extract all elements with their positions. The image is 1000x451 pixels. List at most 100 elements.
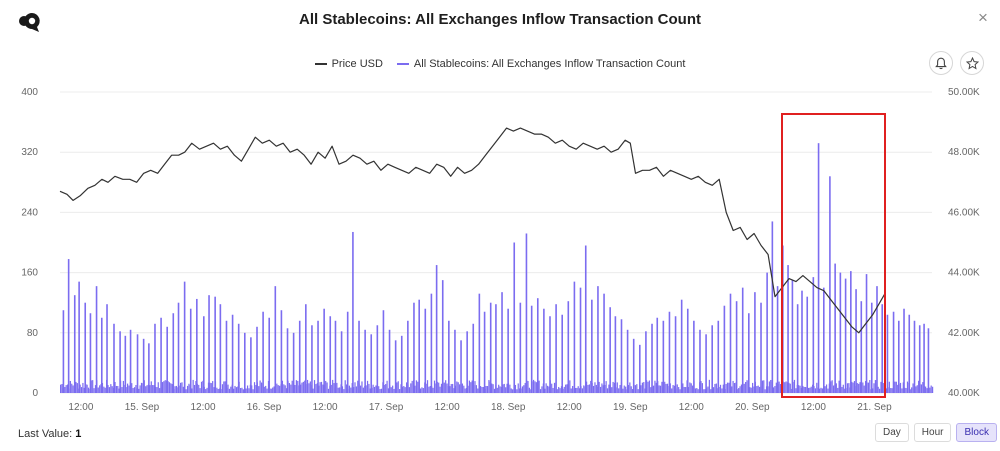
inflow-baseline-bar [72,385,74,393]
inflow-baseline-bar [528,387,530,393]
inflow-baseline-bar [315,384,317,393]
range-selector: Day Hour Block [875,423,997,442]
legend-item-price[interactable]: Price USD [314,58,383,70]
inflow-baseline-bar [386,380,388,393]
inflow-bar [817,143,820,393]
inflow-baseline-bar [475,385,477,393]
inflow-baseline-bar [627,385,630,393]
inflow-baseline-bar [922,382,924,393]
inflow-baseline-bar [912,383,914,393]
inflow-bar [231,314,234,393]
inflow-bar [119,331,121,393]
inflow-baseline-bar [209,382,211,393]
inflow-baseline-bar [87,387,90,393]
inflow-bar [460,340,462,393]
inflow-bar [918,325,921,393]
inflow-baseline-bar [666,383,669,393]
inflow-baseline-bar [842,384,844,393]
inflow-baseline-bar [894,381,896,393]
inflow-baseline-bar [309,381,311,393]
alert-button[interactable] [929,51,953,75]
inflow-baseline-bar [739,386,741,393]
inflow-baseline-bar [605,381,607,393]
inflow-baseline-bar [486,386,489,393]
inflow-baseline-bar [816,382,818,393]
range-hour-button[interactable]: Hour [913,423,952,442]
inflow-baseline-bar [569,380,571,393]
inflow-baseline-bar [464,388,466,393]
inflow-baseline-bar [414,385,416,393]
inflow-baseline-bar [117,385,119,393]
inflow-bar [394,340,397,393]
inflow-baseline-bar [396,382,398,393]
inflow-baseline-bar [408,387,410,393]
inflow-bar [370,334,373,393]
right-tick-label: 40.00K [948,388,980,399]
inflow-baseline-bar [704,389,706,393]
inflow-baseline-bar [110,384,112,393]
inflow-baseline-bar [595,384,597,393]
inflow-baseline-bar [831,380,833,393]
inflow-baseline-bar [333,383,335,393]
x-axis: 12:00 15. Sep 12:00 16. Sep 12:00 17. Sep 12:0… [68,402,892,413]
inflow-baseline-bar [399,389,401,393]
inflow-baseline-bar [763,380,765,393]
inflow-baseline-bar [837,387,839,393]
inflow-bar [441,280,444,393]
inflow-baseline-bar [449,386,451,393]
inflow-baseline-bar [505,387,507,393]
inflow-baseline-bar [918,380,920,393]
inflow-baseline-bar [411,380,413,393]
range-block-button[interactable]: Block [956,423,997,442]
right-tick-label: 44.00K [948,268,980,279]
inflow-bar [850,271,852,393]
inflow-baseline-bar [365,385,367,393]
legend-item-inflow[interactable]: All Stablecoins: All Exchanges Inflow Tr… [396,58,685,70]
inflow-bar [651,323,653,393]
inflow-baseline-bar [880,381,882,393]
inflow-baseline-bar [911,387,913,393]
close-icon[interactable]: × [978,8,988,27]
inflow-baseline-bar [534,381,536,393]
inflow-baseline-bar [712,387,715,393]
inflow-baseline-bar [925,386,927,393]
inflow-bar [435,265,438,393]
inflow-baseline-bar [245,388,247,393]
inflow-baseline-bar [619,385,621,393]
inflow-baseline-bar [885,388,888,393]
inflow-bar [148,343,150,393]
inflow-baseline-bar [640,385,642,393]
inflow-baseline-bar [419,388,422,393]
inflow-bar [886,314,889,393]
inflow-baseline-bar [479,386,482,393]
range-day-button[interactable]: Day [875,423,909,442]
inflow-baseline-bar [161,382,164,393]
inflow-bar [597,286,599,393]
favorite-button[interactable] [960,51,984,75]
inflow-baseline-bar [281,380,284,393]
inflow-baseline-bar [368,383,370,393]
inflow-bar [214,296,216,393]
cryptoquant-logo-icon [19,13,40,32]
inflow-baseline-bar [445,380,447,393]
inflow-baseline-bar [697,389,699,393]
inflow-bar [620,319,623,393]
inflow-baseline-bar [672,385,674,393]
inflow-baseline-bar [916,385,918,393]
inflow-bar [73,295,76,393]
price-series-line [59,127,886,334]
inflow-bar [160,317,162,393]
inflow-baseline-bar [738,388,740,393]
inflow-bar [424,308,427,393]
inflow-baseline-bar [592,385,595,393]
inflow-baseline-bar [682,383,684,393]
inflow-baseline-bar [650,387,652,393]
inflow-bar [829,176,831,393]
inflow-baseline-bar [378,386,380,393]
inflow-baseline-bar [253,382,256,393]
inflow-baseline-bar [139,385,141,393]
inflow-bar [555,304,557,393]
inflow-bar [844,278,847,393]
inflow-baseline-bar [170,383,172,393]
right-tick-label: 42.00K [948,328,980,339]
